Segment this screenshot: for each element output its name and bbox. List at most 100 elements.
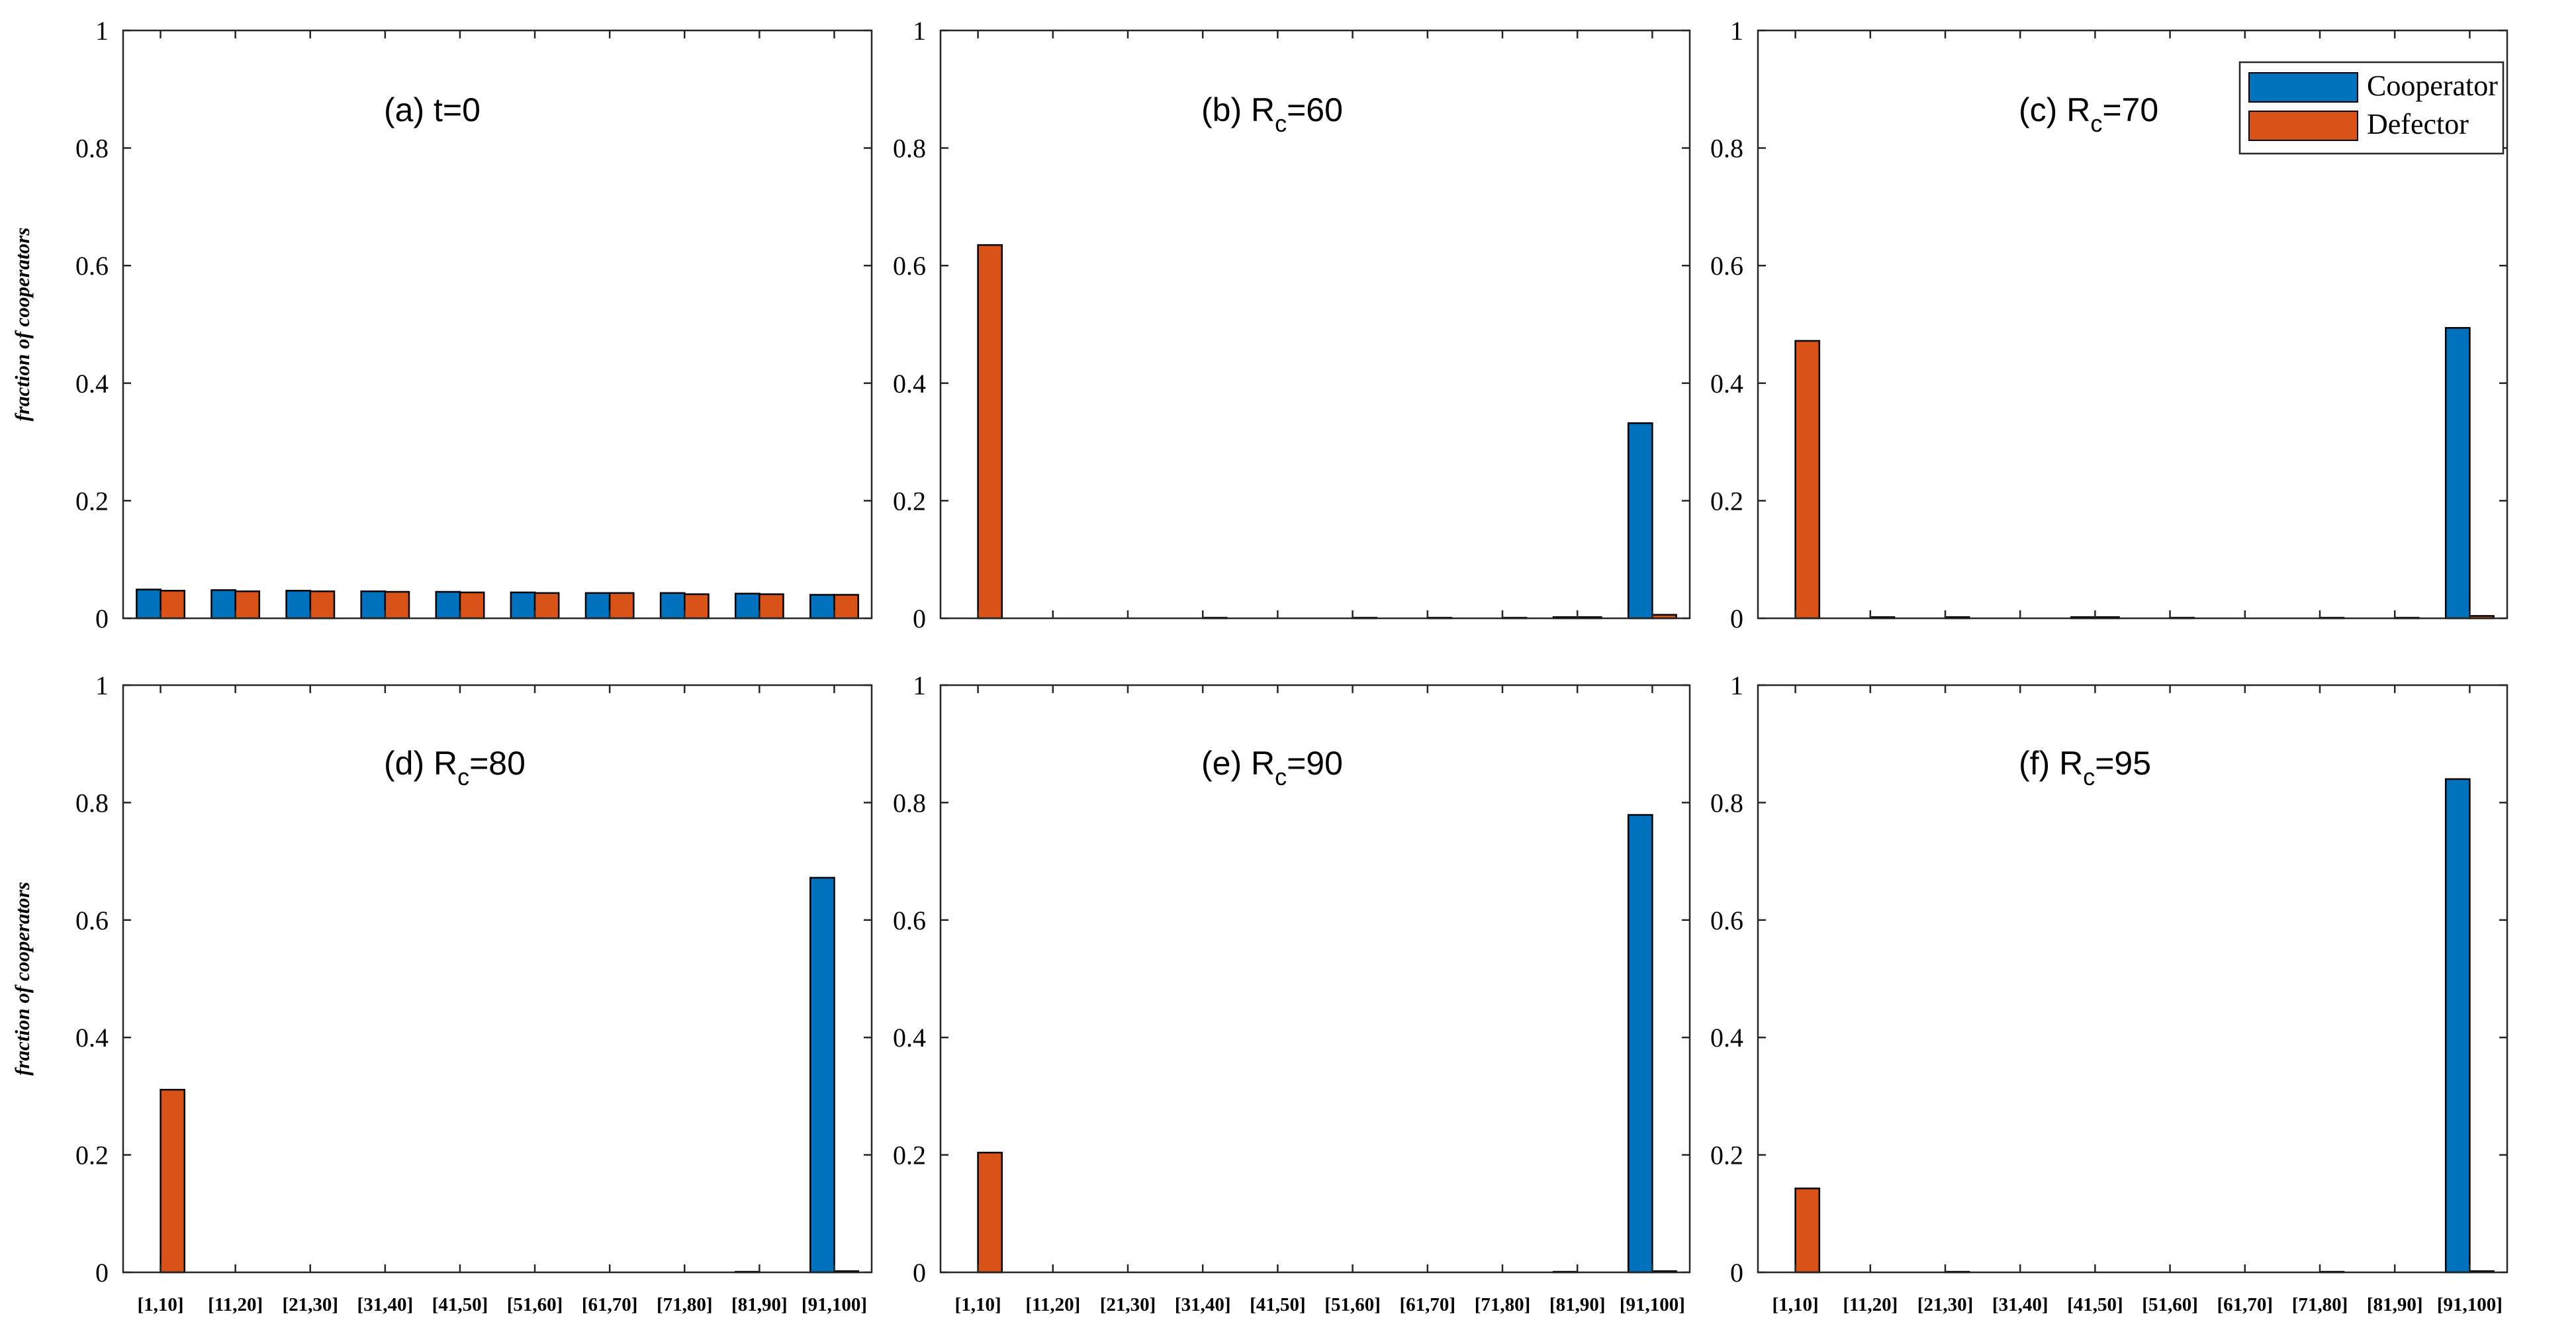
- defector-bar: [160, 590, 186, 620]
- x-category-label: [31,40]: [1992, 1294, 2048, 1315]
- panel-label-subscript: c: [2090, 110, 2102, 137]
- panel-label-subscript: c: [1275, 763, 1287, 790]
- x-category-label: [41,50]: [2067, 1294, 2123, 1315]
- y-tick-label: 0.4: [893, 1023, 926, 1053]
- axes-frame: [1757, 684, 2508, 1274]
- y-tick-label: 1: [913, 16, 926, 46]
- defector-bar: [533, 592, 560, 620]
- panel-label-subscript: c: [1275, 110, 1287, 137]
- x-category-label: [11,20]: [208, 1294, 263, 1315]
- x-category-label: [21,30]: [1100, 1294, 1156, 1315]
- x-category-label: [1,10]: [138, 1294, 184, 1315]
- panel-e: 0 0.2 0.4 0.6 0.8 1 [1,10] [11,20] [21,30] [31,40…: [893, 671, 1691, 1315]
- panel-label: (a) t=0: [384, 91, 481, 128]
- defector-bar: [234, 590, 261, 620]
- panel-label: (e) Rc=90: [1201, 745, 1343, 790]
- x-category-label: [91,100]: [1620, 1294, 1685, 1315]
- y-tick-label: 0.6: [893, 906, 926, 935]
- cooperator-bar: [734, 592, 760, 620]
- y-tick-label: 0.4: [893, 369, 926, 399]
- y-tick-label: 0.6: [1710, 906, 1743, 935]
- defector-bar: [977, 244, 1003, 620]
- panel-label-suffix: =60: [1287, 91, 1343, 128]
- x-category-label: [11,20]: [1025, 1294, 1080, 1315]
- panel-label-prefix: (d) R: [384, 745, 457, 782]
- x-category-label: [61,70]: [2217, 1294, 2274, 1315]
- y-tick-label: 0.4: [1710, 369, 1743, 399]
- defector-bar: [459, 591, 485, 620]
- defector-bar: [384, 590, 410, 620]
- y-tick-label: 0.8: [75, 134, 109, 164]
- panel-b: 0 0.2 0.4 0.6 0.8 1 (b) Rc=60: [893, 16, 1691, 634]
- axes-frame: [122, 684, 873, 1274]
- y-tick-label: 1: [95, 671, 109, 700]
- cooperator-bar: [584, 592, 611, 620]
- x-category-label: [81,90]: [1549, 1294, 1606, 1315]
- y-tick-label: 0.2: [1710, 1141, 1743, 1170]
- y-tick-label: 0: [1730, 604, 1743, 634]
- cooperator-bar: [1627, 422, 1653, 620]
- cooperator-bar: [809, 876, 835, 1274]
- panel-f: 0 0.2 0.4 0.6 0.8 1 [1,10] [11,20] [21,30] [31,40…: [1710, 671, 2508, 1315]
- y-tick-label: 0: [95, 1258, 109, 1288]
- axes-frame: [939, 29, 1691, 620]
- x-category-label: [31,40]: [1175, 1294, 1231, 1315]
- panel-label: (c) Rc=70: [2019, 91, 2158, 137]
- x-category-label: [1,10]: [1772, 1294, 1819, 1315]
- panel-label-prefix: (f) R: [2019, 745, 2083, 782]
- y-axis-title: fraction of cooperators: [11, 228, 34, 422]
- y-tick-label: 0.2: [75, 1141, 109, 1170]
- legend: Cooperator Defector: [2238, 61, 2505, 155]
- panel-c: 0 0.2 0.4 0.6 0.8 1 (c) Rc=70: [1710, 16, 2508, 634]
- y-tick-label: 1: [95, 16, 109, 46]
- x-category-label: [31,40]: [357, 1294, 414, 1315]
- panel-label-prefix: (a) t=0: [384, 91, 481, 128]
- cooperator-bar: [360, 590, 387, 620]
- defector-bar: [1794, 1187, 1821, 1274]
- cooperator-bar: [210, 589, 236, 620]
- x-category-label: [51,60]: [1324, 1294, 1381, 1315]
- x-category-label: [41,50]: [1250, 1294, 1306, 1315]
- legend-swatch-cooperator: [2248, 72, 2358, 103]
- defector-bar: [309, 590, 336, 620]
- panel-label-prefix: (b) R: [1201, 91, 1275, 128]
- panel-label-suffix: =70: [2102, 91, 2158, 128]
- defector-bar: [1794, 340, 1821, 620]
- y-tick-label: 0.8: [893, 134, 926, 164]
- y-tick-label: 0: [95, 604, 109, 634]
- x-category-label: [51,60]: [507, 1294, 563, 1315]
- x-category-label: [91,100]: [802, 1294, 867, 1315]
- panel-label-suffix: =90: [1287, 745, 1343, 782]
- panel-label: (b) Rc=60: [1201, 91, 1343, 137]
- x-category-label: [81,90]: [2367, 1294, 2423, 1315]
- defector-bar: [833, 594, 859, 620]
- cooperator-bar: [659, 592, 686, 620]
- x-category-label: [41,50]: [432, 1294, 488, 1315]
- y-tick-label: 0.4: [1710, 1023, 1743, 1053]
- y-axis-title: fraction of cooperators: [11, 882, 34, 1076]
- panel-label: (f) Rc=95: [2019, 745, 2151, 790]
- x-category-label: [71,80]: [657, 1294, 713, 1315]
- cooperator-bar: [2444, 327, 2471, 620]
- defector-bar: [684, 593, 710, 620]
- y-tick-label: 0.6: [75, 906, 109, 935]
- y-tick-label: 0.8: [893, 788, 926, 818]
- x-category-label: [61,70]: [1400, 1294, 1456, 1315]
- axes-frame: [1757, 29, 2508, 620]
- defector-bar: [160, 1088, 186, 1274]
- x-category-label: [71,80]: [1475, 1294, 1531, 1315]
- cooperator-bar: [285, 590, 312, 620]
- cooperator-bar: [1627, 814, 1653, 1274]
- axes-frame: [122, 29, 873, 620]
- y-tick-label: 0.4: [75, 1023, 109, 1053]
- legend-label-cooperator: Cooperator: [2367, 70, 2498, 102]
- panel-label-prefix: (c) R: [2019, 91, 2090, 128]
- y-tick-label: 0.8: [75, 788, 109, 818]
- y-tick-label: 0.2: [893, 486, 926, 516]
- legend-swatch-defector: [2248, 111, 2358, 141]
- y-tick-label: 0: [913, 1258, 926, 1288]
- cooperator-bar: [435, 590, 461, 620]
- cooperator-bar: [2444, 778, 2471, 1274]
- x-category-label: [81,90]: [731, 1294, 788, 1315]
- panel-label: (d) Rc=80: [384, 745, 526, 790]
